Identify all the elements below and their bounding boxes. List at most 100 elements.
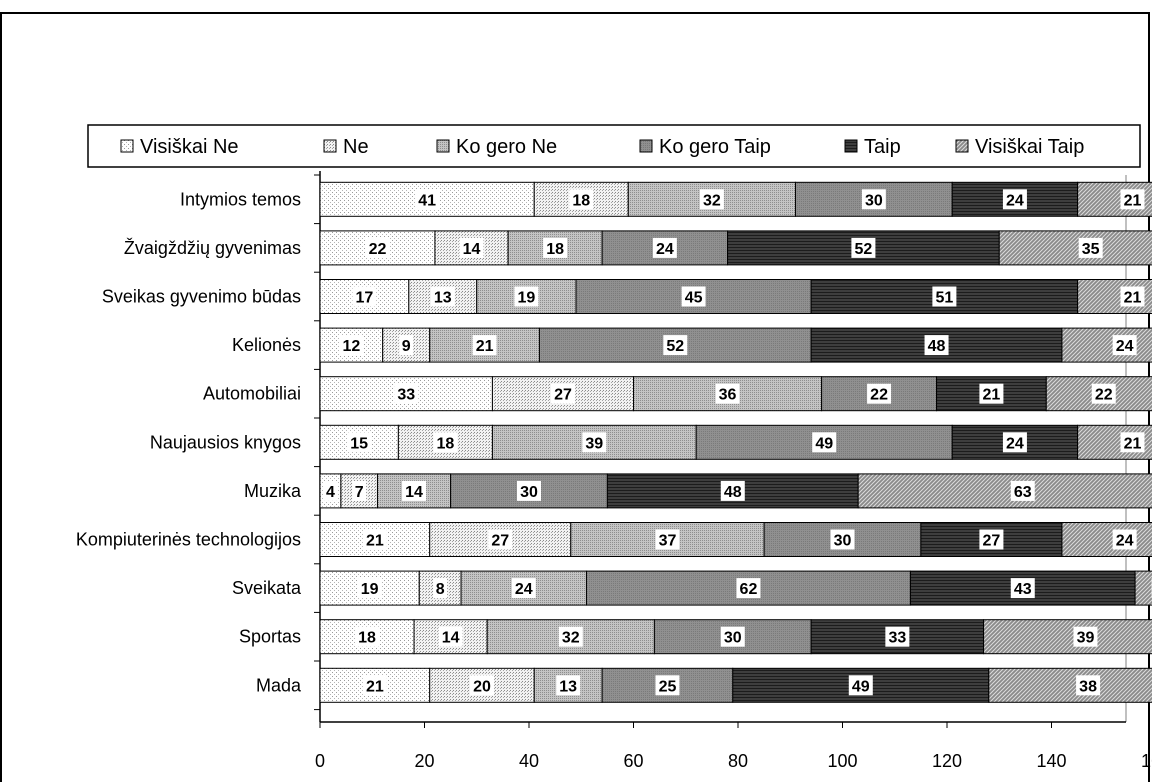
category-label-zvaigzdziu-gyvenimas: Žvaigždžių gyvenimas [124,238,301,258]
data-label-sveikas-gyvenimo-budas-ne: 13 [434,290,452,307]
data-label-intymios-temos-ko-gero-taip: 30 [865,192,883,209]
data-label-muzika-visiskai-taip: 63 [1014,484,1032,501]
data-label-keliones-ne: 9 [402,338,411,355]
data-label-muzika-ne: 7 [355,484,364,501]
data-label-kompiuterines-technologijos-ko-gero-ne: 37 [659,533,677,550]
bar-muzika-visiskai-taip [858,474,1152,508]
bar-sportas-visiskai-taip [984,620,1152,654]
data-label-sveikas-gyvenimo-budas-ko-gero-taip: 45 [685,290,703,307]
data-label-intymios-temos-ko-gero-ne: 32 [703,192,721,209]
data-label-sveikata-ko-gero-ne: 24 [515,581,533,598]
category-label-sportas: Sportas [239,627,301,647]
data-label-mada-taip: 49 [852,678,870,695]
category-label-intymios-temos: Intymios temos [180,189,301,209]
data-label-sveikata-taip: 43 [1014,581,1032,598]
data-label-muzika-visiskai-ne: 4 [326,484,335,501]
legend-label: Ko gero Taip [659,136,771,158]
data-label-sveikata-ne: 8 [436,581,445,598]
data-label-zvaigzdziu-gyvenimas-ko-gero-taip: 24 [656,241,674,258]
legend-item-ko-gero-taip: Ko gero Taip [640,136,771,158]
bar-sveikata-visiskai-taip [1135,571,1152,605]
data-label-keliones-visiskai-taip: 24 [1116,338,1134,355]
data-label-mada-visiskai-ne: 21 [366,678,384,695]
legend-label: Ne [343,136,369,158]
data-label-sveikas-gyvenimo-budas-ko-gero-ne: 19 [517,290,535,307]
x-tick-label: 0 [315,751,325,771]
data-label-sveikas-gyvenimo-budas-visiskai-taip: 21 [1124,290,1142,307]
data-label-keliones-ko-gero-taip: 52 [666,338,684,355]
data-label-sveikata-ko-gero-taip: 62 [740,581,758,598]
data-label-kompiuterines-technologijos-visiskai-ne: 21 [366,533,384,550]
category-label-kompiuterines-technologijos: Kompiuterinės technologijos [76,530,301,550]
x-tick-label: 40 [519,751,539,771]
x-tick-label: 60 [623,751,643,771]
data-label-zvaigzdziu-gyvenimas-visiskai-taip: 35 [1082,241,1100,258]
data-label-keliones-ko-gero-ne: 21 [476,338,494,355]
legend-swatch [845,140,857,152]
bar-mada-visiskai-taip [989,668,1152,702]
data-label-zvaigzdziu-gyvenimas-visiskai-ne: 22 [369,241,387,258]
data-label-sportas-taip: 33 [888,630,906,647]
data-label-mada-ko-gero-taip: 25 [659,678,677,695]
data-label-automobiliai-visiskai-ne: 33 [397,387,415,404]
legend-swatch [640,140,652,152]
data-label-sveikas-gyvenimo-budas-visiskai-ne: 17 [356,290,374,307]
plot-area: Intymios temos Žvaigždžių gyvenimas Sveika… [76,171,1152,771]
data-label-intymios-temos-ne: 18 [572,192,590,209]
data-label-keliones-visiskai-ne: 12 [342,338,360,355]
data-label-automobiliai-taip: 21 [983,387,1001,404]
data-label-muzika-ko-gero-taip: 30 [520,484,538,501]
legend-label: Ko gero Ne [456,136,557,158]
data-label-muzika-taip: 48 [724,484,742,501]
data-label-zvaigzdziu-gyvenimas-ko-gero-ne: 18 [546,241,564,258]
category-label-keliones: Kelionės [232,335,301,355]
category-label-mada: Mada [256,675,302,695]
data-label-kompiuterines-technologijos-taip: 27 [983,533,1001,550]
x-tick-label: 140 [1036,751,1066,771]
data-label-zvaigzdziu-gyvenimas-taip: 52 [855,241,873,258]
x-tick-label: 160 [1141,751,1152,771]
data-label-mada-ko-gero-ne: 13 [559,678,577,695]
category-label-automobiliai: Automobiliai [203,384,301,404]
x-tick-label: 20 [414,751,434,771]
data-label-sportas-visiskai-taip: 39 [1077,630,1095,647]
data-label-sportas-ko-gero-ne: 32 [562,630,580,647]
data-label-intymios-temos-visiskai-taip: 21 [1124,192,1142,209]
data-label-kompiuterines-technologijos-ne: 27 [491,533,509,550]
data-label-automobiliai-ko-gero-ne: 36 [719,387,737,404]
x-tick-label: 80 [728,751,748,771]
data-label-sportas-ko-gero-taip: 30 [724,630,742,647]
data-label-mada-ne: 20 [473,678,491,695]
data-label-kompiuterines-technologijos-visiskai-taip: 24 [1116,533,1134,550]
data-label-keliones-taip: 48 [928,338,946,355]
data-label-sveikata-visiskai-ne: 19 [361,581,379,598]
data-label-zvaigzdziu-gyvenimas-ne: 14 [463,241,481,258]
data-label-naujausios-knygos-visiskai-taip: 21 [1124,435,1142,452]
bar-keliones-visiskai-taip [1062,328,1152,362]
legend-item-ko-gero-ne: Ko gero Ne [437,136,557,158]
category-label-sveikata: Sveikata [232,578,302,598]
legend-label: Visiškai Taip [975,136,1084,158]
data-label-naujausios-knygos-taip: 24 [1006,435,1024,452]
data-label-kompiuterines-technologijos-ko-gero-taip: 30 [834,533,852,550]
x-tick-label: 120 [932,751,962,771]
data-label-automobiliai-ne: 27 [554,387,572,404]
x-tick-label: 100 [827,751,857,771]
data-label-automobiliai-visiskai-taip: 22 [1095,387,1113,404]
legend-label: Taip [864,136,901,158]
category-label-muzika: Muzika [244,481,302,501]
data-label-sportas-visiskai-ne: 18 [358,630,376,647]
data-label-muzika-ko-gero-ne: 14 [405,484,423,501]
data-label-automobiliai-ko-gero-taip: 22 [870,387,888,404]
data-label-naujausios-knygos-ko-gero-taip: 49 [815,435,833,452]
bar-kompiuterines-technologijos-visiskai-taip [1062,523,1152,557]
category-label-sveikas-gyvenimo-budas: Sveikas gyvenimo būdas [102,287,301,307]
legend-swatch [956,140,968,152]
data-label-naujausios-knygos-visiskai-ne: 15 [350,435,368,452]
bar-zvaigzdziu-gyvenimas-visiskai-taip [999,231,1152,265]
category-label-naujausios-knygos: Naujausios knygos [150,432,301,452]
data-label-sportas-ne: 14 [442,630,460,647]
data-label-naujausios-knygos-ne: 18 [437,435,455,452]
